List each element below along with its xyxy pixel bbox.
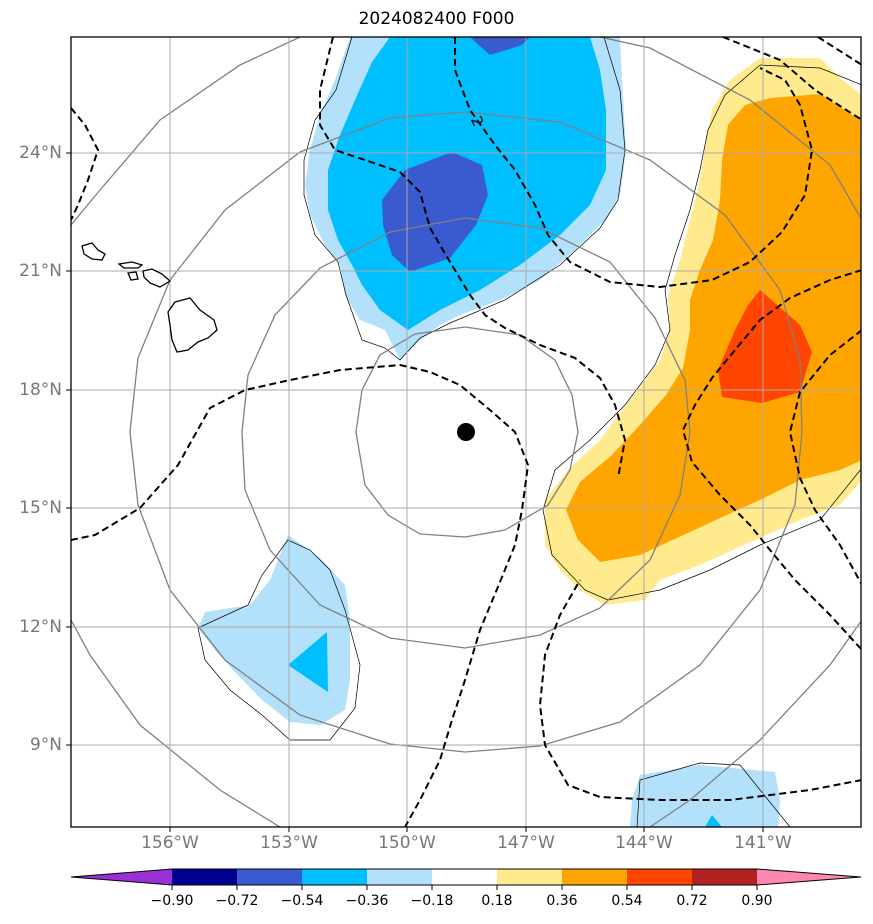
colorbar-segment (432, 869, 498, 885)
colorbar-segment (172, 869, 238, 885)
colorbar-label: −0.18 (410, 893, 454, 909)
negative-anomaly-southwest (198, 535, 350, 725)
lon-label-150w: 150°W (378, 833, 436, 853)
colorbar-label: 0.54 (611, 893, 643, 909)
lon-label-141w: 141°W (734, 833, 792, 853)
lat-label-9n: 9°N (29, 735, 62, 755)
axis-ticks (66, 152, 764, 832)
colorbar-segment (302, 869, 368, 885)
positive-anomaly-east (545, 58, 861, 605)
lon-label-156w: 156°W (141, 833, 199, 853)
colorbar-label: 0.72 (676, 893, 708, 909)
colorbar-segment (562, 869, 628, 885)
colorbar-label: −0.90 (150, 893, 194, 909)
colorbar-segment (692, 869, 758, 885)
hawaii-coastline (81, 242, 218, 353)
colorbar-extend-max (757, 869, 861, 885)
lon-label-147w: 147°W (497, 833, 555, 853)
dashed-contours (71, 37, 861, 827)
colorbar-label: −0.36 (345, 893, 389, 909)
lat-label-12n: 12°N (19, 617, 62, 637)
lat-label-18n: 18°N (19, 380, 62, 400)
map-title: 2024082400 F000 (358, 9, 515, 29)
colorbar-segment (237, 869, 303, 885)
lat-label-15n: 15°N (19, 498, 62, 518)
colorbar-label: 0.36 (546, 893, 578, 909)
colorbar-label: −0.54 (280, 893, 324, 909)
storm-center-marker (457, 423, 475, 441)
colorbar-segment (627, 869, 693, 885)
negative-anomaly-north (305, 37, 626, 360)
colorbar-label: 0.90 (741, 893, 773, 909)
negative-anomaly-southeast (630, 765, 780, 827)
colorbar-label: 0.18 (481, 893, 513, 909)
colorbar (70, 868, 862, 890)
lat-label-24n: 24°N (19, 143, 62, 163)
lon-label-144w: 144°W (615, 833, 673, 853)
range-rings (71, 37, 861, 827)
lon-label-153w: 153°W (260, 833, 318, 853)
zero-contours (197, 37, 861, 827)
colorbar-extend-min (71, 869, 172, 885)
colorbar-segment (367, 869, 433, 885)
colorbar-label: −0.72 (215, 893, 259, 909)
colorbar-segment (497, 869, 563, 885)
map-frame (70, 36, 862, 828)
lat-label-21n: 21°N (19, 261, 62, 281)
graticule (71, 37, 861, 827)
